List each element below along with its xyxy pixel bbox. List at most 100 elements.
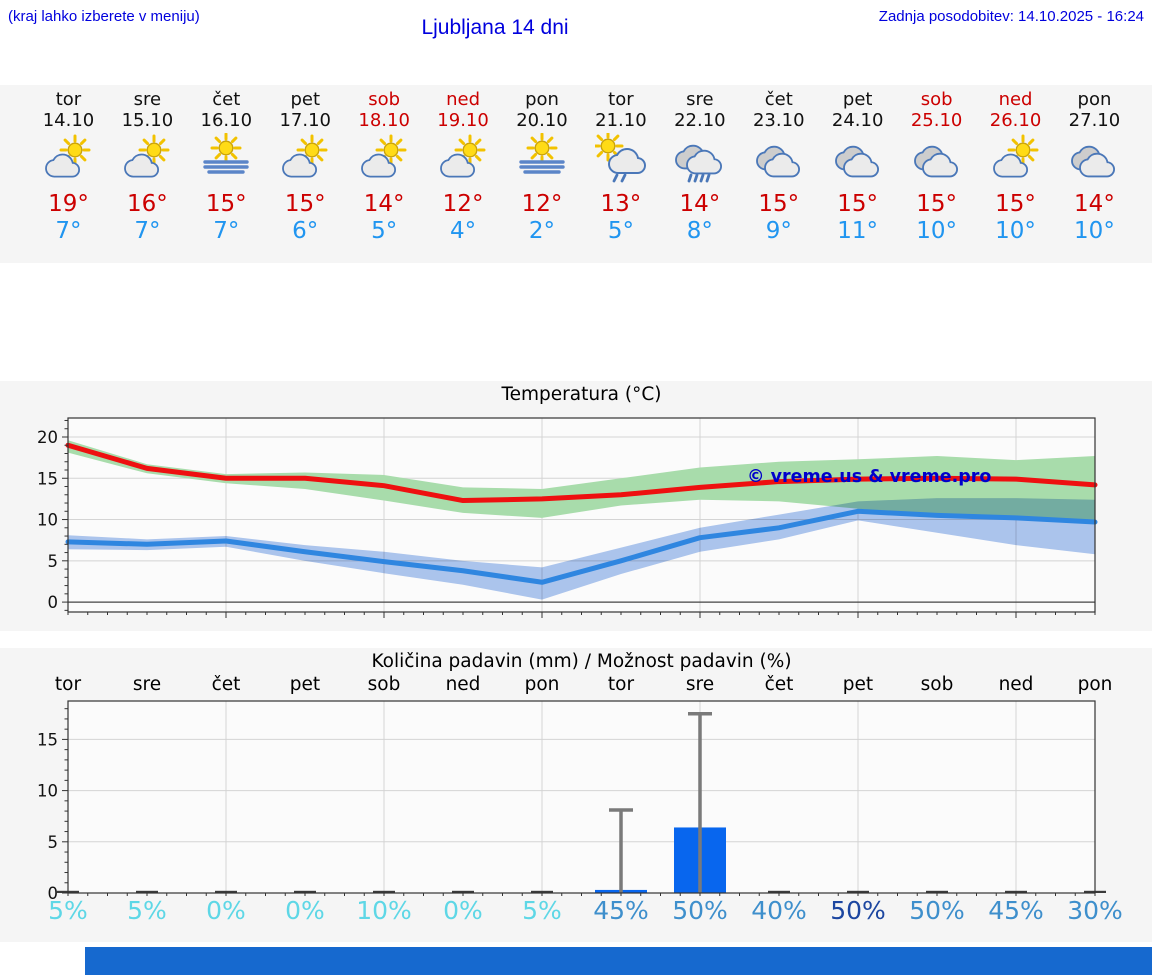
day-name: sob	[920, 89, 953, 110]
day-column: pon 27.10 14° 10°	[1055, 89, 1134, 245]
precip-day-label: ned	[998, 674, 1034, 695]
last-updated: Zadnja posodobitev: 14.10.2025 - 16:24	[878, 8, 1144, 25]
day-column: ned 26.10 15° 10°	[976, 89, 1055, 245]
day-high-temp: 14°	[363, 191, 405, 217]
day-name: pet	[842, 89, 873, 110]
precipitation-chart: Količina padavin (mm) / Možnost padavin …	[0, 648, 1152, 942]
day-column: tor 14.10 19° 7°	[29, 89, 108, 245]
day-date: 20.10	[516, 110, 568, 131]
day-low-temp: 10°	[916, 218, 957, 244]
precip-probability: 0%	[443, 896, 483, 925]
day-column: pon 20.10 12° 2°	[503, 89, 582, 245]
precip-probability: 0%	[206, 896, 246, 925]
day-name: sre	[133, 89, 162, 110]
svg-text:5: 5	[48, 552, 59, 571]
temperature-chart: Temperatura (°C) 0 5 10 15 20 © vreme.us & v…	[0, 381, 1152, 631]
day-date: 25.10	[910, 110, 963, 131]
clouds-icon	[897, 131, 976, 189]
sun-cloud-icon	[424, 131, 503, 189]
precip-probability: 10%	[356, 896, 412, 925]
day-name: sob	[368, 89, 401, 110]
day-name: čet	[212, 89, 241, 110]
location-hint: (kraj lahko izberete v meniju)	[8, 8, 200, 25]
day-date: 26.10	[989, 110, 1042, 131]
precip-day-label: tor	[54, 674, 82, 695]
clouds-icon	[1055, 131, 1134, 189]
day-column: sob 18.10 14° 5°	[345, 89, 424, 245]
precip-probability: 0%	[285, 896, 325, 925]
clouds-rain-icon	[660, 131, 739, 189]
precip-day-label: pon	[524, 674, 560, 695]
precip-probability: 50%	[672, 896, 728, 925]
precip-day-label: pon	[1077, 674, 1113, 695]
day-date: 27.10	[1068, 110, 1121, 131]
chart-watermark: © vreme.us & vreme.pro	[747, 467, 992, 487]
precip-probability: 5%	[48, 896, 88, 925]
svg-text:15: 15	[37, 469, 58, 488]
day-high-temp: 15°	[205, 191, 247, 217]
svg-text:10: 10	[37, 511, 58, 530]
sun-fog-icon	[503, 131, 582, 189]
day-date: 19.10	[437, 110, 489, 131]
sun-cloud-icon	[29, 131, 108, 189]
day-high-temp: 19°	[48, 191, 89, 217]
day-column: čet 23.10 15° 9°	[739, 89, 818, 245]
precip-day-label: pet	[289, 674, 321, 695]
day-date: 18.10	[358, 110, 410, 131]
day-date: 24.10	[831, 110, 884, 131]
day-columns: tor 14.10 19° 7° sre 15.10 16° 7° čet 16.10 15° 7° p…	[29, 89, 1134, 245]
forecast-strip: tor 14.10 19° 7° sre 15.10 16° 7° čet 16.10 15° 7° p…	[0, 85, 1152, 263]
clouds-icon	[818, 131, 897, 189]
precipitation-chart-svg: 0 5 10 15	[37, 700, 1106, 903]
sun-cloud-icon	[266, 131, 345, 189]
day-date: 14.10	[42, 110, 95, 131]
sun-cloud-icon	[108, 131, 187, 189]
day-high-temp: 12°	[521, 191, 563, 217]
day-name: pet	[290, 89, 320, 110]
day-column: sre 15.10 16° 7°	[108, 89, 187, 245]
day-date: 16.10	[200, 110, 253, 131]
day-name: pon	[525, 89, 559, 110]
day-date: 23.10	[752, 110, 805, 131]
day-name: pon	[1077, 89, 1112, 110]
day-name: ned	[998, 89, 1033, 110]
day-low-temp: 7°	[55, 218, 82, 244]
precip-probability: 50%	[830, 896, 886, 925]
day-high-temp: 14°	[679, 191, 721, 217]
day-low-temp: 8°	[686, 218, 713, 244]
sun-cloud-rain-icon	[581, 131, 660, 189]
day-date: 15.10	[121, 110, 174, 131]
precip-day-label: pet	[842, 674, 874, 695]
day-low-temp: 5°	[371, 218, 398, 244]
footer-banner	[85, 947, 1152, 975]
day-high-temp: 15°	[995, 191, 1036, 217]
sun-fog-icon	[187, 131, 266, 189]
day-date: 17.10	[279, 110, 331, 131]
precip-day-label: čet	[764, 674, 794, 695]
day-low-temp: 10°	[1074, 218, 1115, 244]
day-column: tor 21.10 13° 5°	[581, 89, 660, 245]
day-name: tor	[608, 89, 634, 110]
precip-probability: 45%	[988, 896, 1044, 925]
day-high-temp: 16°	[126, 191, 168, 217]
day-name: ned	[446, 89, 481, 110]
day-low-temp: 9°	[765, 218, 792, 244]
day-date: 21.10	[595, 110, 647, 131]
day-high-temp: 15°	[284, 191, 326, 217]
precip-day-label: ned	[445, 674, 481, 695]
page-title: Ljubljana 14 dni	[421, 16, 569, 39]
day-name: tor	[55, 89, 82, 110]
precip-probability: 5%	[522, 896, 562, 925]
day-low-temp: 5°	[607, 218, 634, 244]
svg-text:15: 15	[37, 730, 58, 749]
day-low-temp: 10°	[995, 218, 1036, 244]
precip-probability: 45%	[593, 896, 649, 925]
day-low-temp: 7°	[213, 218, 240, 244]
day-column: pet 17.10 15° 6°	[266, 89, 345, 245]
day-low-temp: 11°	[837, 218, 879, 244]
svg-text:0: 0	[48, 593, 59, 612]
svg-text:5: 5	[48, 833, 59, 852]
day-column: sob 25.10 15° 10°	[897, 89, 976, 245]
day-name: sre	[686, 89, 714, 110]
precip-day-label: sre	[132, 674, 162, 695]
